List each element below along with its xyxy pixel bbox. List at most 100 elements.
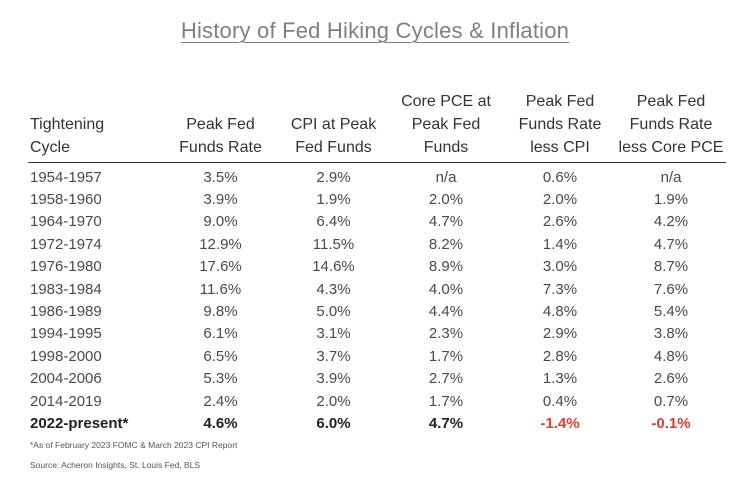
- table-row: 2004-2006 5.3% 3.9% 2.7% 1.3% 2.6%: [28, 368, 726, 390]
- cell-cpi: 11.5%: [312, 235, 355, 253]
- cell-peak-rate: 4.6%: [203, 414, 238, 432]
- cell-core-pce: n/a: [435, 168, 457, 186]
- header-line: less Core PCE: [618, 139, 724, 156]
- cell-core-pce: 1.7%: [428, 347, 464, 365]
- header-line: Peak Fed: [186, 116, 255, 133]
- cell-rate-less-cpi: 3.0%: [542, 258, 578, 276]
- cell-rate-less-cpi: 2.6%: [542, 213, 578, 231]
- table-row: 2014-2019 2.4% 2.0% 1.7% 0.4% 0.7%: [28, 390, 726, 412]
- cell-peak-rate: 17.6%: [199, 258, 242, 276]
- cell-cycle: 1976-1980: [30, 258, 102, 276]
- cell-cpi: 2.9%: [316, 168, 351, 186]
- table-row: 1976-1980 17.6% 14.6% 8.9% 3.0% 8.7%: [28, 256, 726, 278]
- table-row: 1972-1974 12.9% 11.5% 8.2% 1.4% 4.7%: [28, 233, 726, 255]
- cell-cpi: 3.7%: [316, 347, 351, 365]
- cell-core-pce: 2.3%: [428, 325, 464, 343]
- cell-rate-less-core-pce: 3.8%: [653, 325, 689, 343]
- hiking-cycles-table: Tightening Cycle Peak Fed Funds Rate CPI…: [28, 90, 726, 435]
- header-rate-less-cpi: Peak Fed Funds Rate less CPI: [504, 90, 616, 163]
- cell-cpi: 3.9%: [316, 370, 351, 388]
- footnote: *As of February 2023 FOMC & March 2023 C…: [30, 440, 238, 450]
- cell-peak-rate: 9.0%: [203, 213, 238, 231]
- cell-cpi: 4.3%: [316, 280, 351, 298]
- cell-cpi: 6.0%: [316, 414, 351, 432]
- cell-cycle: 2004-2006: [30, 370, 102, 388]
- cell-core-pce: 2.0%: [428, 191, 464, 209]
- header-rate-less-core-pce: Peak Fed Funds Rate less Core PCE: [616, 90, 726, 163]
- header-line: Funds: [423, 139, 469, 156]
- cell-cpi: 14.6%: [312, 258, 355, 276]
- cell-peak-rate: 11.6%: [199, 280, 242, 298]
- header-line: Tightening: [30, 116, 105, 133]
- header-row: Tightening Cycle Peak Fed Funds Rate CPI…: [28, 90, 726, 163]
- source-note: Source: Acheron Insights, St. Louis Fed,…: [30, 460, 201, 470]
- cell-core-pce: 8.2%: [428, 235, 464, 253]
- cell-rate-less-cpi: 7.3%: [542, 280, 578, 298]
- table-row: 1954-1957 3.5% 2.9% n/a 0.6% n/a: [28, 163, 726, 189]
- header-line: Funds Rate: [518, 116, 602, 133]
- cell-rate-less-cpi: 4.8%: [542, 303, 578, 321]
- cell-rate-less-core-pce: 0.7%: [653, 392, 689, 410]
- header-core-pce-at-peak: Core PCE at Peak Fed Funds: [388, 90, 504, 163]
- cell-rate-less-cpi: -1.4%: [540, 414, 580, 432]
- header-line: Cycle: [30, 139, 71, 156]
- cell-rate-less-cpi: 1.4%: [542, 235, 578, 253]
- header-peak-fed-funds-rate: Peak Fed Funds Rate: [162, 90, 279, 163]
- cell-rate-less-cpi: 2.9%: [542, 325, 578, 343]
- cell-core-pce: 2.7%: [428, 370, 464, 388]
- cell-cpi: 2.0%: [316, 392, 351, 410]
- cell-rate-less-core-pce: 7.6%: [653, 280, 689, 298]
- cell-core-pce: 1.7%: [428, 392, 464, 410]
- table-row: 1958-1960 3.9% 1.9% 2.0% 2.0% 1.9%: [28, 188, 726, 210]
- cell-core-pce: 8.9%: [428, 258, 464, 276]
- cell-cycle: 1983-1984: [30, 280, 102, 298]
- header-tightening-cycle: Tightening Cycle: [28, 90, 162, 163]
- header-line: Peak Fed: [636, 93, 706, 110]
- cell-rate-less-core-pce: -0.1%: [651, 414, 691, 432]
- cell-cycle: 1994-1995: [30, 325, 102, 343]
- cell-rate-less-cpi: 0.6%: [542, 168, 578, 186]
- cell-cycle: 1972-1974: [30, 235, 102, 253]
- header-line: Core PCE at: [401, 93, 491, 110]
- header-line: Fed Funds: [295, 139, 372, 156]
- cell-peak-rate: 3.5%: [203, 168, 238, 186]
- cell-rate-less-core-pce: 5.4%: [653, 303, 689, 321]
- cell-peak-rate: 5.3%: [203, 370, 238, 388]
- table-row: 1986-1989 9.8% 5.0% 4.4% 4.8% 5.4%: [28, 300, 726, 322]
- header-line: less CPI: [530, 139, 590, 156]
- header-line: Funds Rate: [629, 116, 713, 133]
- page-title: History of Fed Hiking Cycles & Inflation: [180, 18, 570, 43]
- header-line: Peak Fed: [525, 93, 595, 110]
- cell-rate-less-core-pce: 1.9%: [653, 191, 689, 209]
- cell-peak-rate: 2.4%: [203, 392, 238, 410]
- cell-rate-less-core-pce: 4.7%: [653, 235, 689, 253]
- cell-rate-less-core-pce: 2.6%: [653, 370, 689, 388]
- cell-cycle: 1964-1970: [30, 213, 102, 231]
- cell-cycle: 1998-2000: [30, 347, 102, 365]
- header-line: Funds Rate: [179, 139, 262, 156]
- cell-cycle: 2022-present*: [30, 414, 129, 432]
- cell-core-pce: 4.4%: [428, 303, 464, 321]
- cell-core-pce: 4.0%: [428, 280, 464, 298]
- cell-peak-rate: 6.1%: [203, 325, 238, 343]
- header-line: Peak Fed: [411, 116, 481, 133]
- cell-peak-rate: 9.8%: [203, 303, 238, 321]
- cell-rate-less-core-pce: 4.2%: [653, 213, 689, 231]
- cell-peak-rate: 12.9%: [199, 235, 242, 253]
- cell-rate-less-core-pce: n/a: [660, 168, 682, 186]
- header-line: CPI at Peak: [290, 116, 377, 133]
- table-row: 1983-1984 11.6% 4.3% 4.0% 7.3% 7.6%: [28, 278, 726, 300]
- cell-cpi: 5.0%: [316, 303, 351, 321]
- cell-rate-less-core-pce: 8.7%: [653, 258, 689, 276]
- cell-rate-less-cpi: 2.0%: [542, 191, 578, 209]
- cell-cycle: 1958-1960: [30, 191, 102, 209]
- cell-rate-less-cpi: 2.8%: [542, 347, 578, 365]
- header-cpi-at-peak: CPI at Peak Fed Funds: [279, 90, 388, 163]
- cell-peak-rate: 6.5%: [203, 347, 238, 365]
- cell-cycle: 1986-1989: [30, 303, 102, 321]
- cell-core-pce: 4.7%: [428, 213, 464, 231]
- cell-rate-less-cpi: 0.4%: [542, 392, 578, 410]
- cell-rate-less-cpi: 1.3%: [542, 370, 578, 388]
- table-row: 1998-2000 6.5% 3.7% 1.7% 2.8% 4.8%: [28, 345, 726, 367]
- cell-cycle: 1954-1957: [30, 168, 102, 186]
